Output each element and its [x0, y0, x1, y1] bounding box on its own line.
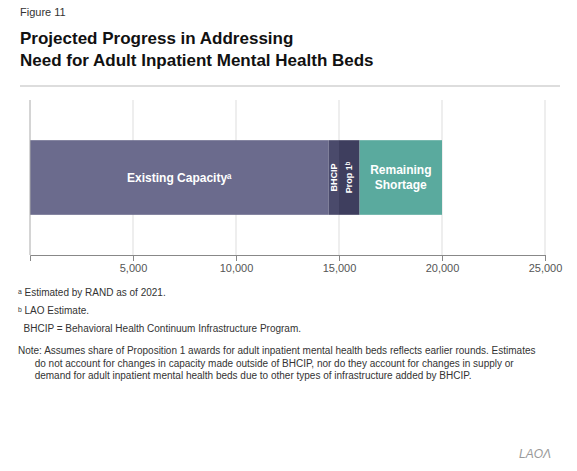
x-tick: 10,000 [220, 255, 254, 274]
segment-label-line: Prop 1ᵇ [344, 161, 354, 193]
x-tick-label: 20,000 [426, 262, 460, 274]
x-tick-mark [236, 255, 237, 261]
title: Projected Progress in Addressing Need for… [20, 29, 374, 70]
bar-segment [329, 140, 339, 215]
note: BHCIP = Behavioral Health Continuum Infr… [18, 323, 301, 334]
x-tick: 25,000 [529, 255, 563, 274]
note-line: ᵇ LAO Estimate. [18, 305, 89, 316]
segment-label-line: Existing Capacityᵃ [127, 171, 232, 185]
segment-label-line: Shortage [375, 178, 427, 192]
chart-container: Figure 11 Projected Progress in Addressin… [0, 0, 577, 471]
x-tick-mark [339, 255, 340, 261]
bar-segment [339, 140, 360, 215]
grid-line [545, 100, 546, 255]
x-tick: 5,000 [120, 255, 148, 274]
segment-label-line: BHCIP [329, 163, 339, 191]
x-tick-mark [442, 255, 443, 261]
note: ᵃ Estimated by RAND as of 2021. [18, 287, 166, 298]
note-line: Note: Assumes share of Proposition 1 awa… [18, 345, 536, 356]
chart-svg: Figure 11 Projected Progress in Addressin… [0, 0, 577, 471]
segment-label: RemainingShortage [370, 163, 431, 191]
divider [20, 86, 560, 87]
x-tick: 20,000 [426, 255, 460, 274]
left-axis-line [30, 100, 31, 255]
note-line: ᵃ Estimated by RAND as of 2021. [18, 287, 166, 298]
segment-label: Existing Capacityᵃ [127, 171, 232, 185]
segment-label: Prop 1ᵇ [344, 161, 354, 193]
note: ᵇ LAO Estimate. [18, 305, 89, 316]
title-line: Projected Progress in Addressing [20, 29, 293, 48]
credit: LAOΛ [519, 447, 551, 461]
bar-segment [360, 140, 442, 215]
x-axis-line [31, 256, 546, 262]
note-line: demand for adult inpatient mental health… [18, 370, 471, 381]
x-tick-label: 15,000 [323, 262, 357, 274]
segment-label: BHCIP [329, 163, 339, 191]
x-tick-label: 5,000 [120, 262, 148, 274]
note-line: do not account for changes in capacity m… [18, 358, 514, 369]
bar-segment [30, 140, 329, 215]
x-axis: 5,000 10,000 15,000 20,000 25,000 [31, 255, 563, 274]
x-tick-mark [545, 255, 546, 261]
segment-label-line: Remaining [370, 163, 431, 177]
note: Note: Assumes share of Proposition 1 awa… [18, 345, 536, 381]
x-tick: 15,000 [323, 255, 357, 274]
x-tick-label: 25,000 [529, 262, 563, 274]
x-tick-label: 10,000 [220, 262, 254, 274]
note-line: BHCIP = Behavioral Health Continuum Infr… [18, 323, 301, 334]
title-line: Need for Adult Inpatient Mental Health B… [20, 51, 374, 70]
bars [30, 140, 442, 215]
caption: Figure 11 [20, 6, 66, 18]
x-tick-mark [133, 255, 134, 261]
notes: ᵃ Estimated by RAND as of 2021. ᵇ LAO Est… [18, 287, 536, 381]
segment-labels: Existing Capacityᵃ BHCIP Prop 1ᵇ RemainingS… [127, 161, 431, 193]
